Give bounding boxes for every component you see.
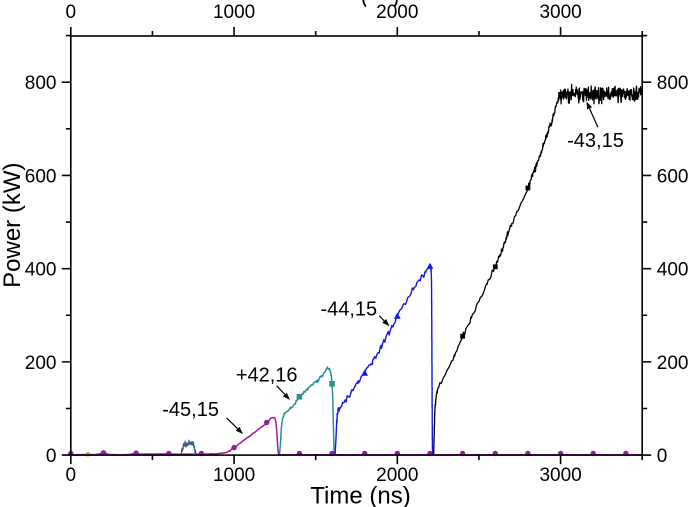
- svg-text:600: 600: [657, 166, 689, 187]
- svg-text:0: 0: [66, 2, 77, 23]
- svg-text:3000: 3000: [539, 2, 581, 23]
- svg-text:2000: 2000: [376, 2, 418, 23]
- svg-text:400: 400: [657, 260, 689, 281]
- svg-text:800: 800: [25, 73, 57, 94]
- svg-text:400: 400: [25, 260, 57, 281]
- svg-text:Power (kW): Power (kW): [0, 163, 26, 288]
- svg-text:2000: 2000: [376, 465, 418, 486]
- svg-text:-44,15: -44,15: [320, 299, 377, 321]
- svg-text:Time (ns): Time (ns): [310, 482, 410, 507]
- svg-text:1000: 1000: [213, 465, 255, 486]
- svg-text:3000: 3000: [539, 465, 581, 486]
- svg-text:1000: 1000: [213, 2, 255, 23]
- svg-text:-43,15: -43,15: [567, 130, 624, 152]
- svg-text:0: 0: [66, 465, 77, 486]
- svg-text:-45,15: -45,15: [162, 399, 219, 421]
- svg-text:800: 800: [657, 73, 689, 94]
- svg-text:+42,16: +42,16: [236, 364, 298, 386]
- svg-text:0: 0: [46, 446, 57, 467]
- svg-text:200: 200: [657, 353, 689, 374]
- svg-text:600: 600: [25, 166, 57, 187]
- svg-text:0: 0: [657, 446, 668, 467]
- svg-text:200: 200: [25, 353, 57, 374]
